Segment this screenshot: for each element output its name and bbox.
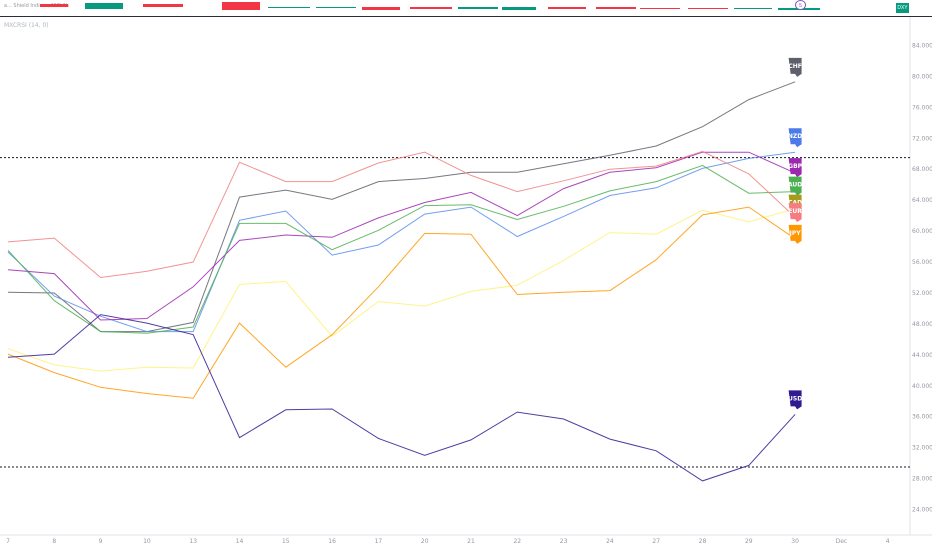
- x-tick-label: 17: [375, 538, 383, 545]
- mini-bar: [40, 4, 68, 7]
- currency-label-text: AUD: [788, 182, 802, 189]
- currency-label-eur: EUR: [788, 203, 802, 223]
- x-tick-label: 8: [52, 538, 56, 545]
- y-tick-label: 48.000: [912, 321, 932, 328]
- currency-label-gbp: GBP: [788, 158, 803, 178]
- series-line-nzd: [7, 151, 796, 333]
- currency-label-aud: AUD: [788, 176, 802, 196]
- currency-flag: [788, 176, 802, 196]
- x-tick-label: 15: [282, 538, 290, 545]
- symbol-badge[interactable]: DXY: [896, 3, 909, 13]
- y-tick-label: 24.000: [912, 507, 932, 514]
- series-line-cad: [7, 208, 796, 372]
- currency-label-jpy: JPY: [788, 224, 802, 244]
- y-tick-label: 36.000: [912, 414, 932, 421]
- currency-flag: [788, 203, 802, 223]
- series-line-eur: [7, 150, 796, 279]
- y-tick-label: 84.000: [912, 42, 932, 49]
- currency-label-chf: CHF: [788, 57, 802, 77]
- x-tick-label: 21: [467, 538, 475, 545]
- mini-bar: [410, 7, 452, 9]
- mini-bar: [268, 7, 310, 8]
- series-line-gbp: [7, 151, 796, 321]
- y-tick-label: 64.000: [912, 197, 932, 204]
- indicator-title: MXCRSI (14, 0): [4, 22, 49, 29]
- currency-flag: [788, 158, 802, 178]
- currency-label-usd: USD: [788, 390, 802, 410]
- mini-bar: [316, 7, 356, 8]
- x-tick-label: 29: [745, 538, 753, 545]
- currency-label-text: NZD: [788, 133, 802, 140]
- currency-flag: [788, 128, 802, 148]
- currency-flag: [788, 224, 802, 244]
- x-tick-label: Dec: [836, 538, 848, 545]
- y-tick-label: 80.000: [912, 73, 932, 80]
- symbol-meta: a... Shield Indices, NYS 1h: [4, 3, 70, 9]
- x-tick-label: 14: [236, 538, 244, 545]
- x-tick-label: 9: [99, 538, 103, 545]
- x-tick-label: 30: [791, 538, 799, 545]
- mini-bar: [502, 7, 536, 10]
- mini-bar: [548, 7, 586, 9]
- currency-label-text: USD: [788, 395, 802, 402]
- mini-bar: [143, 4, 183, 7]
- mini-bar: [362, 7, 400, 10]
- x-tick-label: 27: [652, 538, 660, 545]
- x-tick-label: 22: [513, 538, 521, 545]
- y-tick-label: 40.000: [912, 383, 932, 390]
- x-tick-label: 23: [560, 538, 568, 545]
- series-line-aud: [7, 164, 796, 334]
- y-tick-label: 68.000: [912, 166, 932, 173]
- mini-bar: [458, 7, 498, 9]
- y-tick-label: 60.000: [912, 228, 932, 235]
- x-tick-label: 7: [6, 538, 10, 545]
- x-tick-label: 16: [328, 538, 336, 545]
- y-tick-label: 44.000: [912, 352, 932, 359]
- y-tick-label: 28.000: [912, 476, 932, 483]
- currency-label-text: GBP: [788, 163, 802, 170]
- y-tick-label: 52.000: [912, 290, 932, 297]
- mini-bar: [688, 8, 728, 9]
- y-tick-label: 72.000: [912, 135, 932, 142]
- currency-label-text: EUR: [788, 208, 802, 215]
- alert-badge[interactable]: 5: [795, 0, 806, 10]
- mini-bar: [640, 8, 680, 9]
- x-tick-label: 10: [143, 538, 151, 545]
- x-tick-label: 24: [606, 538, 614, 545]
- x-tick-label: 13: [189, 538, 197, 545]
- x-tick-label: 28: [699, 538, 707, 545]
- currency-flag: [788, 390, 802, 410]
- mini-bar: [85, 3, 123, 9]
- mini-bar: [734, 8, 772, 9]
- y-tick-label: 56.000: [912, 259, 932, 266]
- currency-label-text: CAD: [788, 200, 802, 207]
- currency-label-text: JPY: [789, 230, 802, 237]
- x-tick-label: 4: [886, 538, 890, 545]
- mini-bar: [596, 7, 636, 9]
- series-line-jpy: [7, 206, 796, 399]
- currency-label-nzd: NZD: [788, 128, 802, 148]
- currency-label-text: CHF: [788, 63, 802, 70]
- mini-bar: [222, 2, 260, 10]
- series-line-usd: [7, 314, 796, 482]
- currency-flag: [788, 57, 802, 77]
- x-tick-label: 20: [421, 538, 429, 545]
- top-toolbar-strip: a... Shield Indices, NYS 1h 5 DXY: [0, 0, 932, 17]
- y-tick-label: 76.000: [912, 104, 932, 111]
- y-tick-label: 32.000: [912, 445, 932, 452]
- series-line-chf: [7, 81, 796, 333]
